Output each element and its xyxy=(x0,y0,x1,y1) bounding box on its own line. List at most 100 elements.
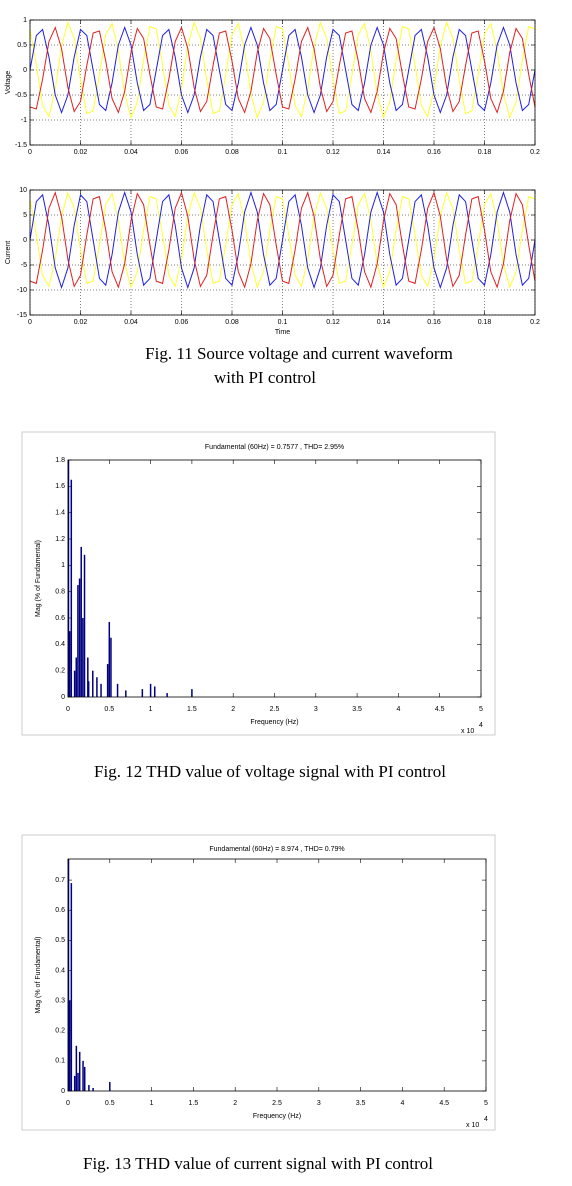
x-tick-label: 0 xyxy=(28,319,32,326)
y-tick-label: 10 xyxy=(19,187,27,194)
series-line xyxy=(29,191,536,289)
x-tick-label: 0.1 xyxy=(278,149,288,156)
y-axis-label: Mag (% of Fundamental) xyxy=(35,936,42,1013)
x-tick-label: 2.5 xyxy=(270,706,280,713)
spectrum-bar xyxy=(83,1066,86,1091)
x-tick-label: 2 xyxy=(233,1100,237,1107)
y-tick-label: 0.6 xyxy=(55,907,65,914)
spectrum-bar xyxy=(87,681,90,697)
x-tick-label: 3 xyxy=(317,1100,321,1107)
chart: 0 0.2 0.4 0.6 0.8 1 1.2 1.4 1.6 1.8 0 0.5 1 1.5 2 2.5 3 3… xyxy=(35,444,483,735)
spectrum-bar xyxy=(78,1051,81,1091)
caption: Fig. 13 THD value of current signal with… xyxy=(83,1154,433,1173)
spectrum-bar xyxy=(110,637,112,697)
spectrum-bar xyxy=(70,479,73,697)
x-tick-label: 4 xyxy=(396,706,400,713)
y-tick-label: 0.5 xyxy=(17,42,27,49)
x-tick-label: 5 xyxy=(479,706,483,713)
chart: 0 0.1 0.2 0.3 0.4 0.5 0.6 0.7 0 0.5 1 1.5 2 2.5 3 3.5 4 4… xyxy=(35,846,488,1129)
spectrum-bar xyxy=(87,657,89,697)
chart-title: Fundamental (60Hz) = 8.974 , THD= 0.79% xyxy=(209,846,344,853)
y-tick-label: 0.1 xyxy=(55,1058,65,1065)
x-tick-label: 0.12 xyxy=(326,319,340,326)
y-tick-label: 0.7 xyxy=(55,877,65,884)
x-tick-label: 0.2 xyxy=(530,319,540,326)
y-tick-label: 0 xyxy=(23,67,27,74)
x-axis-label: Frequency (Hz) xyxy=(250,719,298,726)
x-tick-label: 0.1 xyxy=(278,319,288,326)
x-tick-label: 0 xyxy=(28,149,32,156)
y-tick-label: -0.5 xyxy=(15,92,27,99)
y-tick-label: 1.4 xyxy=(55,510,65,517)
x-tick-label: 0.08 xyxy=(225,149,239,156)
y-tick-label: 0 xyxy=(61,694,65,701)
axes-box xyxy=(29,19,536,146)
x-tick-label: 1.5 xyxy=(187,706,197,713)
plot-area xyxy=(30,20,535,145)
x-tick-label: 0 xyxy=(66,1100,70,1107)
spectrum-bar xyxy=(92,1087,94,1091)
x-tick-label: 3.5 xyxy=(352,706,362,713)
x-tick-label: 4.5 xyxy=(439,1100,449,1107)
x-tick-label: 1.5 xyxy=(189,1100,199,1107)
spectrum-bar xyxy=(109,1081,111,1091)
spectrum-bar xyxy=(116,683,119,697)
x-multiplier-exponent: 4 xyxy=(484,1116,488,1123)
y-tick-label: -15 xyxy=(17,312,27,319)
plot-area xyxy=(30,190,535,315)
spectrum-bar xyxy=(96,677,98,697)
x-tick-label: 0.18 xyxy=(478,319,492,326)
spectrum-bar xyxy=(106,664,109,697)
spectrum-bar xyxy=(166,693,168,697)
y-tick-label: 0.2 xyxy=(55,1028,65,1035)
spectrum-bar xyxy=(75,1045,78,1091)
x-tick-label: 0.14 xyxy=(377,319,391,326)
spectrum-bar xyxy=(82,1060,84,1091)
spectrum-bar xyxy=(73,670,76,697)
x-multiplier: x 10 xyxy=(466,1122,479,1129)
x-axis-label: Time xyxy=(275,329,290,336)
spectrum-bar xyxy=(141,689,144,697)
spectrum-bar xyxy=(92,670,94,697)
y-tick-label: 0.4 xyxy=(55,967,65,974)
caption: with PI control xyxy=(214,368,316,387)
spectrum-bar xyxy=(77,585,79,697)
spectrum-bar xyxy=(77,1072,79,1091)
spectrum-bar xyxy=(88,1084,90,1091)
x-tick-label: 0.5 xyxy=(105,1100,115,1107)
spectrum-bar xyxy=(70,883,73,1091)
x-tick-label: 3 xyxy=(314,706,318,713)
x-axis-label: Frequency (Hz) xyxy=(253,1113,301,1120)
x-tick-label: 4 xyxy=(400,1100,404,1107)
x-tick-label: 2.5 xyxy=(272,1100,282,1107)
y-tick-label: 0.3 xyxy=(55,997,65,1004)
y-tick-label: 0.2 xyxy=(55,668,65,675)
x-tick-label: 0.02 xyxy=(74,149,88,156)
y-tick-label: 1.2 xyxy=(55,536,65,543)
y-tick-label: 1 xyxy=(61,562,65,569)
x-tick-label: 1 xyxy=(149,706,153,713)
plot-area xyxy=(68,460,481,697)
spectrum-bar xyxy=(82,618,84,697)
series-line xyxy=(29,26,536,114)
x-tick-label: 0 xyxy=(66,706,70,713)
chart: -15 -10 -5 0 5 10 0 0.02 0.04 0.06 0.08 0.1 0.12 0.14… xyxy=(5,187,540,336)
axes-box xyxy=(67,858,487,1092)
y-tick-label: -10 xyxy=(17,287,27,294)
x-multiplier-exponent: 4 xyxy=(479,722,483,729)
spectrum-bar xyxy=(78,578,81,697)
x-tick-label: 0.04 xyxy=(124,149,138,156)
y-axis-label: Voltage xyxy=(5,71,12,94)
series-line xyxy=(29,191,536,289)
y-tick-label: 1.6 xyxy=(55,483,65,490)
y-tick-label: 1 xyxy=(23,17,27,24)
y-tick-label: 5 xyxy=(23,212,27,219)
y-tick-label: -1 xyxy=(21,117,27,124)
spectrum-bar xyxy=(149,683,152,697)
spectrum-bar xyxy=(153,686,156,697)
plot-area xyxy=(68,859,486,1091)
spectrum-bar xyxy=(108,621,111,697)
y-tick-label: 0 xyxy=(23,237,27,244)
